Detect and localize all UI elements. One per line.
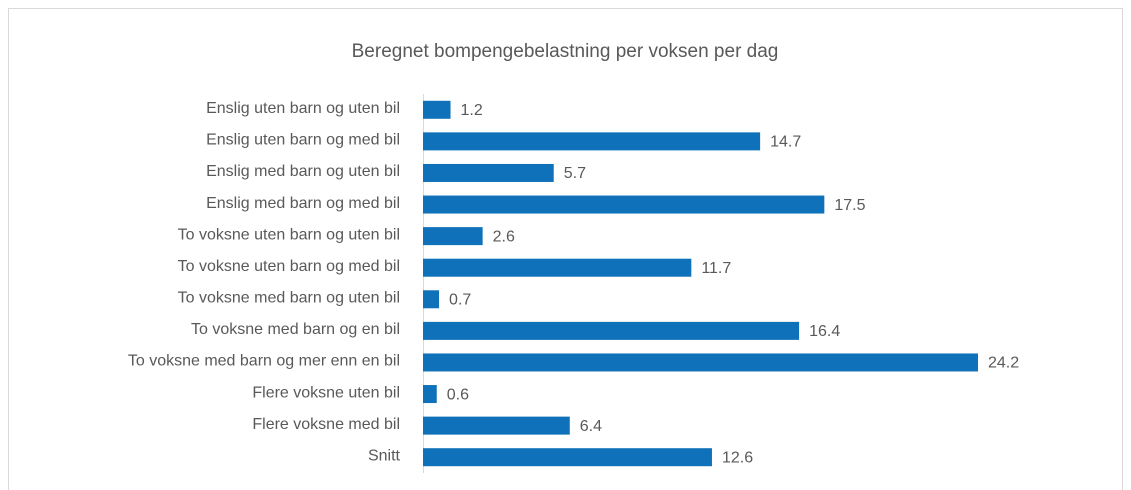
data-label: 1.2 [461, 102, 483, 119]
data-label: 0.7 [449, 292, 471, 309]
data-label: 5.7 [564, 165, 586, 182]
category-label: Enslig uten barn og med bil [206, 132, 400, 149]
category-label: To voksne med barn og mer enn en bil [128, 353, 400, 370]
category-label: Flere voksne med bil [252, 416, 400, 433]
data-label: 2.6 [493, 228, 515, 245]
bar [423, 290, 440, 309]
category-label: Enslig uten barn og uten bil [206, 100, 400, 117]
data-label: 0.6 [447, 386, 469, 403]
chart-frame [8, 8, 1123, 490]
data-label: 6.4 [580, 418, 602, 435]
bar [423, 385, 437, 404]
chart-title: Beregnet bompengebelastning per voksen p… [352, 41, 779, 62]
bar [423, 258, 692, 277]
data-label: 17.5 [834, 197, 865, 214]
bar [423, 321, 800, 340]
bar [423, 100, 451, 119]
bar [423, 416, 570, 435]
category-label: Snitt [368, 447, 401, 464]
bar [423, 353, 978, 372]
category-label: To voksne uten barn og uten bil [178, 226, 400, 243]
category-label: To voksne uten barn og med bil [178, 258, 400, 275]
bar [423, 132, 761, 151]
data-label: 16.4 [809, 323, 840, 340]
category-label: Flere voksne uten bil [252, 384, 400, 401]
category-label: To voksne med barn og uten bil [178, 290, 400, 307]
data-label: 24.2 [988, 355, 1019, 372]
category-label: To voksne med barn og en bil [191, 321, 400, 338]
data-label: 12.6 [722, 449, 753, 466]
data-label: 14.7 [770, 134, 801, 151]
bar [423, 163, 554, 182]
bar [423, 448, 712, 467]
category-label: Enslig med barn og uten bil [206, 163, 400, 180]
category-label: Enslig med barn og med bil [206, 195, 400, 212]
bar [423, 195, 825, 214]
bar [423, 227, 483, 246]
data-label: 11.7 [701, 260, 731, 277]
